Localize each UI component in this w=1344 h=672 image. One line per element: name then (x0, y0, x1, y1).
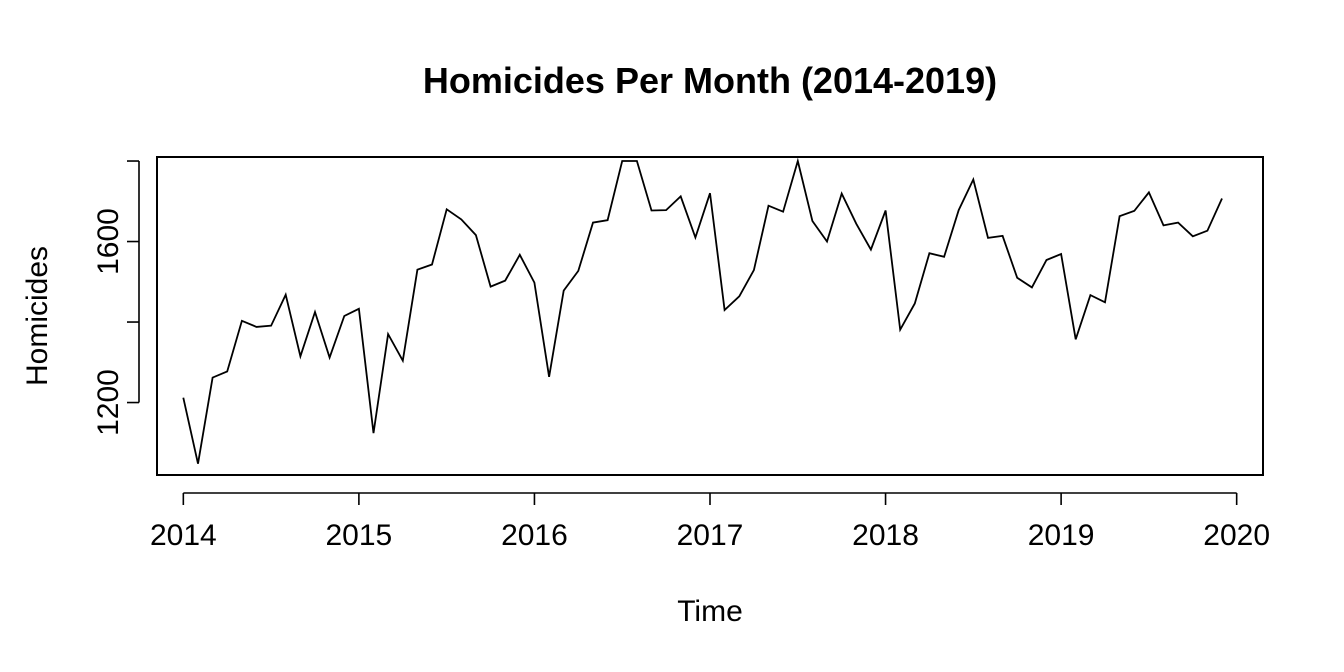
x-tick-label: 2018 (852, 519, 919, 552)
x-tick-label: 2014 (150, 519, 217, 552)
x-tick-label: 2020 (1203, 519, 1270, 552)
chart-title: Homicides Per Month (2014-2019) (423, 60, 997, 101)
x-tick-label: 2016 (501, 519, 568, 552)
y-axis: 1200 1600 (92, 160, 140, 436)
x-tick-label: 2019 (1028, 519, 1095, 552)
series-line (182, 157, 1223, 464)
x-axis: 2014 2015 2016 2017 2018 2019 2020 (150, 492, 1270, 552)
y-tick-label: 1600 (92, 208, 125, 275)
x-tick-label: 2015 (326, 519, 393, 552)
y-axis-label: Homicides (21, 246, 54, 386)
x-axis-label: Time (677, 595, 743, 628)
x-tick-label: 2017 (677, 519, 744, 552)
y-tick-label: 1200 (92, 369, 125, 436)
plot-frame (156, 156, 1264, 476)
